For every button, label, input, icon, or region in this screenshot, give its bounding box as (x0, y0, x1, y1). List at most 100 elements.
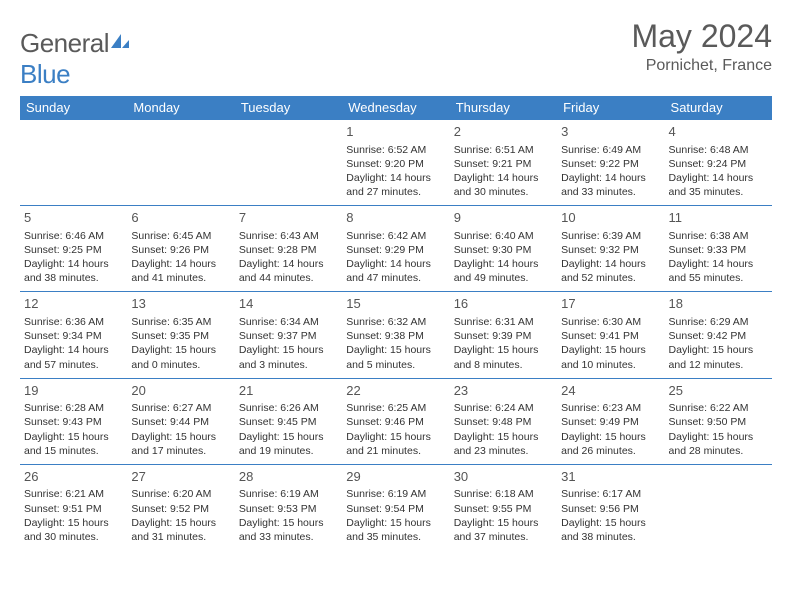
sunset-line: Sunset: 9:48 PM (454, 415, 553, 429)
day-number: 30 (454, 468, 553, 486)
day-number: 31 (561, 468, 660, 486)
sunset-line: Sunset: 9:38 PM (346, 329, 445, 343)
daylight-line: Daylight: 14 hours and 52 minutes. (561, 257, 660, 285)
daylight-line: Daylight: 14 hours and 57 minutes. (24, 343, 123, 371)
daylight-line: Daylight: 15 hours and 28 minutes. (669, 430, 768, 458)
sunrise-line: Sunrise: 6:49 AM (561, 143, 660, 157)
daylight-line: Daylight: 15 hours and 23 minutes. (454, 430, 553, 458)
sunset-line: Sunset: 9:44 PM (131, 415, 230, 429)
calendar-cell: 15Sunrise: 6:32 AMSunset: 9:38 PMDayligh… (342, 292, 449, 378)
sunset-line: Sunset: 9:45 PM (239, 415, 338, 429)
sunset-line: Sunset: 9:51 PM (24, 502, 123, 516)
logo-word-a: General (20, 28, 109, 58)
daylight-line: Daylight: 15 hours and 12 minutes. (669, 343, 768, 371)
daylight-line: Daylight: 15 hours and 10 minutes. (561, 343, 660, 371)
sunrise-line: Sunrise: 6:27 AM (131, 401, 230, 415)
day-number: 23 (454, 382, 553, 400)
day-number: 4 (669, 123, 768, 141)
sunset-line: Sunset: 9:56 PM (561, 502, 660, 516)
sunrise-line: Sunrise: 6:31 AM (454, 315, 553, 329)
weekday-header: Friday (557, 96, 664, 120)
title-block: May 2024 Pornichet, France (631, 18, 772, 75)
logo: GeneralBlue (20, 18, 131, 90)
calendar-cell: 28Sunrise: 6:19 AMSunset: 9:53 PMDayligh… (235, 464, 342, 550)
day-number: 12 (24, 295, 123, 313)
calendar-cell: 20Sunrise: 6:27 AMSunset: 9:44 PMDayligh… (127, 378, 234, 464)
calendar-cell: 31Sunrise: 6:17 AMSunset: 9:56 PMDayligh… (557, 464, 664, 550)
daylight-line: Daylight: 15 hours and 8 minutes. (454, 343, 553, 371)
daylight-line: Daylight: 14 hours and 47 minutes. (346, 257, 445, 285)
day-number: 1 (346, 123, 445, 141)
sunset-line: Sunset: 9:35 PM (131, 329, 230, 343)
weekday-header: Tuesday (235, 96, 342, 120)
daylight-line: Daylight: 15 hours and 37 minutes. (454, 516, 553, 544)
calendar-cell: 22Sunrise: 6:25 AMSunset: 9:46 PMDayligh… (342, 378, 449, 464)
daylight-line: Daylight: 15 hours and 5 minutes. (346, 343, 445, 371)
calendar-cell: 12Sunrise: 6:36 AMSunset: 9:34 PMDayligh… (20, 292, 127, 378)
day-number: 9 (454, 209, 553, 227)
day-number: 14 (239, 295, 338, 313)
weekday-header: Monday (127, 96, 234, 120)
sunrise-line: Sunrise: 6:48 AM (669, 143, 768, 157)
sunset-line: Sunset: 9:43 PM (24, 415, 123, 429)
day-number: 3 (561, 123, 660, 141)
calendar-table: SundayMondayTuesdayWednesdayThursdayFrid… (20, 96, 772, 550)
daylight-line: Daylight: 14 hours and 35 minutes. (669, 171, 768, 199)
month-title: May 2024 (631, 18, 772, 55)
weekday-header: Sunday (20, 96, 127, 120)
weekday-header: Thursday (450, 96, 557, 120)
day-number: 10 (561, 209, 660, 227)
sunrise-line: Sunrise: 6:39 AM (561, 229, 660, 243)
sunrise-line: Sunrise: 6:17 AM (561, 487, 660, 501)
calendar-row: 26Sunrise: 6:21 AMSunset: 9:51 PMDayligh… (20, 464, 772, 550)
weekday-header-row: SundayMondayTuesdayWednesdayThursdayFrid… (20, 96, 772, 120)
sunrise-line: Sunrise: 6:23 AM (561, 401, 660, 415)
day-number: 19 (24, 382, 123, 400)
sunrise-line: Sunrise: 6:28 AM (24, 401, 123, 415)
day-number: 27 (131, 468, 230, 486)
sunrise-line: Sunrise: 6:35 AM (131, 315, 230, 329)
daylight-line: Daylight: 15 hours and 21 minutes. (346, 430, 445, 458)
calendar-cell: 29Sunrise: 6:19 AMSunset: 9:54 PMDayligh… (342, 464, 449, 550)
daylight-line: Daylight: 14 hours and 49 minutes. (454, 257, 553, 285)
calendar-cell: 3Sunrise: 6:49 AMSunset: 9:22 PMDaylight… (557, 120, 664, 206)
logo-word-b: Blue (20, 59, 70, 89)
daylight-line: Daylight: 15 hours and 0 minutes. (131, 343, 230, 371)
sunset-line: Sunset: 9:54 PM (346, 502, 445, 516)
daylight-line: Daylight: 14 hours and 38 minutes. (24, 257, 123, 285)
day-number: 17 (561, 295, 660, 313)
sunset-line: Sunset: 9:39 PM (454, 329, 553, 343)
calendar-cell: 9 Sunrise: 6:40 AMSunset: 9:30 PMDaylight… (450, 206, 557, 292)
sunset-line: Sunset: 9:30 PM (454, 243, 553, 257)
calendar-cell: 23Sunrise: 6:24 AMSunset: 9:48 PMDayligh… (450, 378, 557, 464)
day-number: 16 (454, 295, 553, 313)
day-number: 24 (561, 382, 660, 400)
sunrise-line: Sunrise: 6:30 AM (561, 315, 660, 329)
calendar-cell: 8Sunrise: 6:42 AMSunset: 9:29 PMDaylight… (342, 206, 449, 292)
calendar-cell (20, 120, 127, 206)
day-number: 6 (131, 209, 230, 227)
sunrise-line: Sunrise: 6:40 AM (454, 229, 553, 243)
daylight-line: Daylight: 14 hours and 33 minutes. (561, 171, 660, 199)
sunset-line: Sunset: 9:46 PM (346, 415, 445, 429)
sunrise-line: Sunrise: 6:46 AM (24, 229, 123, 243)
sunset-line: Sunset: 9:53 PM (239, 502, 338, 516)
logo-sail-icon (109, 28, 131, 59)
daylight-line: Daylight: 14 hours and 27 minutes. (346, 171, 445, 199)
daylight-line: Daylight: 14 hours and 30 minutes. (454, 171, 553, 199)
sunrise-line: Sunrise: 6:20 AM (131, 487, 230, 501)
weekday-header: Saturday (665, 96, 772, 120)
calendar-cell (665, 464, 772, 550)
day-number: 15 (346, 295, 445, 313)
day-number: 20 (131, 382, 230, 400)
calendar-cell: 2Sunrise: 6:51 AMSunset: 9:21 PMDaylight… (450, 120, 557, 206)
day-number: 5 (24, 209, 123, 227)
sunrise-line: Sunrise: 6:29 AM (669, 315, 768, 329)
sunrise-line: Sunrise: 6:34 AM (239, 315, 338, 329)
sunrise-line: Sunrise: 6:22 AM (669, 401, 768, 415)
sunrise-line: Sunrise: 6:19 AM (346, 487, 445, 501)
calendar-cell: 13Sunrise: 6:35 AMSunset: 9:35 PMDayligh… (127, 292, 234, 378)
day-number: 8 (346, 209, 445, 227)
sunrise-line: Sunrise: 6:42 AM (346, 229, 445, 243)
calendar-cell: 6Sunrise: 6:45 AMSunset: 9:26 PMDaylight… (127, 206, 234, 292)
